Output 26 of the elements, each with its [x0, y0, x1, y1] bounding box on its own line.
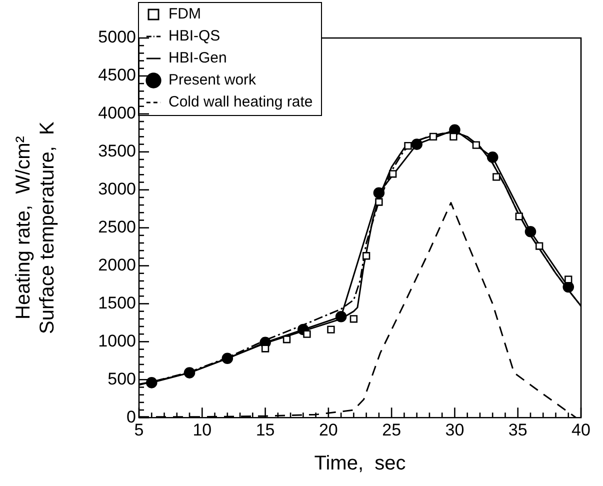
y-axis-title: Heating rate, W/cm² Surface temperature, K	[12, 120, 59, 334]
x-tick-label: 25	[382, 420, 402, 440]
legend-label: Present work	[168, 72, 257, 89]
y-tick-label: 3500	[98, 142, 136, 161]
x-axis-title: Time, sec	[314, 452, 406, 475]
legend-label: HBI-QS	[168, 28, 220, 45]
x-tick-label: 15	[256, 420, 275, 440]
legend-label: FDM	[168, 6, 201, 23]
y-tick-label: 1500	[98, 293, 136, 312]
legend-label: HBI-Gen	[168, 50, 227, 67]
x-tick-label: 10	[192, 420, 212, 440]
y-tick-label: 2500	[98, 217, 136, 236]
x-tick-label: 30	[445, 420, 464, 440]
x-tick-label: 40	[572, 420, 590, 440]
y-tick-label: 2000	[98, 255, 136, 274]
x-tick-label: 20	[318, 420, 338, 440]
y-tick-label: 3000	[98, 180, 136, 199]
y-tick-label: 0	[126, 407, 136, 426]
x-tick-label: 5	[134, 420, 144, 440]
x-tick-label: 35	[508, 420, 528, 440]
y-tick-label: 500	[108, 369, 136, 388]
y-tick-label: 4000	[98, 104, 136, 123]
y-tick-label: 4500	[98, 66, 136, 85]
y-tick-label: 1000	[98, 331, 136, 350]
legend-label: Cold wall heating rate	[168, 94, 313, 111]
y-tick-label: 5000	[98, 28, 136, 47]
